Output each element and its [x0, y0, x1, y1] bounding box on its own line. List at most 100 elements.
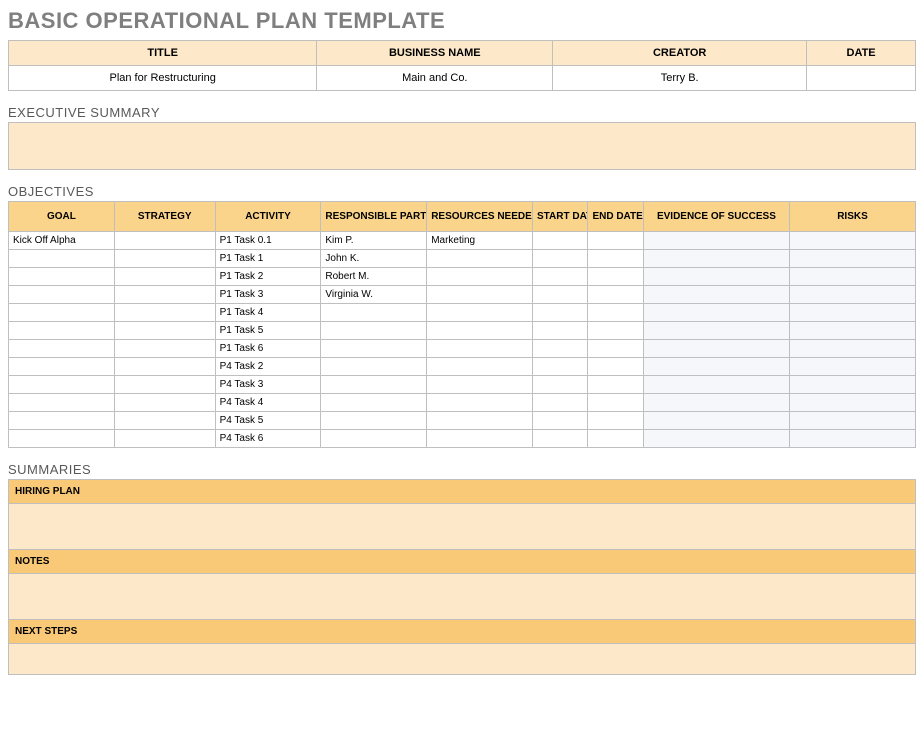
obj-cell-start[interactable] [533, 412, 588, 430]
obj-cell-goal[interactable] [9, 394, 115, 412]
obj-cell-evidence[interactable] [643, 340, 789, 358]
obj-cell-strategy[interactable] [114, 394, 215, 412]
obj-cell-activity[interactable]: P1 Task 1 [215, 250, 321, 268]
info-business-cell[interactable]: Main and Co. [317, 66, 553, 91]
executive-summary-box[interactable] [8, 122, 916, 170]
obj-cell-start[interactable] [533, 430, 588, 448]
obj-cell-resources[interactable]: Marketing [427, 232, 533, 250]
obj-cell-end[interactable] [588, 340, 643, 358]
obj-cell-end[interactable] [588, 358, 643, 376]
obj-cell-resources[interactable] [427, 322, 533, 340]
obj-cell-risks[interactable] [789, 304, 915, 322]
obj-cell-evidence[interactable] [643, 286, 789, 304]
obj-cell-resources[interactable] [427, 430, 533, 448]
obj-cell-resources[interactable] [427, 358, 533, 376]
obj-cell-goal[interactable] [9, 304, 115, 322]
obj-cell-start[interactable] [533, 322, 588, 340]
obj-cell-evidence[interactable] [643, 232, 789, 250]
obj-cell-strategy[interactable] [114, 250, 215, 268]
obj-cell-resources[interactable] [427, 304, 533, 322]
obj-cell-goal[interactable] [9, 250, 115, 268]
obj-cell-resources[interactable] [427, 250, 533, 268]
obj-cell-risks[interactable] [789, 412, 915, 430]
obj-cell-end[interactable] [588, 322, 643, 340]
obj-cell-strategy[interactable] [114, 286, 215, 304]
obj-cell-evidence[interactable] [643, 376, 789, 394]
obj-cell-resources[interactable] [427, 268, 533, 286]
obj-cell-strategy[interactable] [114, 304, 215, 322]
obj-cell-resources[interactable] [427, 394, 533, 412]
obj-cell-start[interactable] [533, 358, 588, 376]
obj-cell-party[interactable]: Virginia W. [321, 286, 427, 304]
obj-cell-resources[interactable] [427, 412, 533, 430]
info-creator-cell[interactable]: Terry B. [553, 66, 807, 91]
obj-cell-party[interactable] [321, 322, 427, 340]
obj-cell-resources[interactable] [427, 340, 533, 358]
obj-cell-goal[interactable] [9, 412, 115, 430]
obj-cell-start[interactable] [533, 268, 588, 286]
obj-cell-risks[interactable] [789, 286, 915, 304]
summaries-section-body[interactable] [9, 504, 915, 550]
obj-cell-activity[interactable]: P4 Task 4 [215, 394, 321, 412]
obj-cell-goal[interactable] [9, 358, 115, 376]
obj-cell-end[interactable] [588, 250, 643, 268]
obj-cell-strategy[interactable] [114, 358, 215, 376]
obj-cell-risks[interactable] [789, 250, 915, 268]
obj-cell-party[interactable]: Kim P. [321, 232, 427, 250]
obj-cell-activity[interactable]: P4 Task 3 [215, 376, 321, 394]
obj-cell-party[interactable] [321, 430, 427, 448]
obj-cell-risks[interactable] [789, 394, 915, 412]
obj-cell-strategy[interactable] [114, 232, 215, 250]
obj-cell-end[interactable] [588, 430, 643, 448]
obj-cell-start[interactable] [533, 376, 588, 394]
obj-cell-end[interactable] [588, 268, 643, 286]
obj-cell-end[interactable] [588, 286, 643, 304]
summaries-section-body[interactable] [9, 574, 915, 620]
obj-cell-activity[interactable]: P1 Task 3 [215, 286, 321, 304]
obj-cell-start[interactable] [533, 340, 588, 358]
obj-cell-party[interactable] [321, 358, 427, 376]
obj-cell-goal[interactable] [9, 376, 115, 394]
obj-cell-evidence[interactable] [643, 394, 789, 412]
obj-cell-activity[interactable]: P1 Task 2 [215, 268, 321, 286]
obj-cell-party[interactable] [321, 412, 427, 430]
obj-cell-evidence[interactable] [643, 412, 789, 430]
obj-cell-start[interactable] [533, 286, 588, 304]
obj-cell-start[interactable] [533, 250, 588, 268]
obj-cell-risks[interactable] [789, 430, 915, 448]
obj-cell-end[interactable] [588, 304, 643, 322]
obj-cell-party[interactable] [321, 394, 427, 412]
obj-cell-resources[interactable] [427, 376, 533, 394]
obj-cell-strategy[interactable] [114, 322, 215, 340]
obj-cell-risks[interactable] [789, 268, 915, 286]
obj-cell-strategy[interactable] [114, 376, 215, 394]
obj-cell-activity[interactable]: P1 Task 4 [215, 304, 321, 322]
info-title-cell[interactable]: Plan for Restructuring [9, 66, 317, 91]
obj-cell-strategy[interactable] [114, 430, 215, 448]
obj-cell-activity[interactable]: P4 Task 2 [215, 358, 321, 376]
obj-cell-risks[interactable] [789, 358, 915, 376]
obj-cell-party[interactable]: Robert M. [321, 268, 427, 286]
obj-cell-start[interactable] [533, 304, 588, 322]
obj-cell-risks[interactable] [789, 322, 915, 340]
obj-cell-goal[interactable] [9, 340, 115, 358]
obj-cell-start[interactable] [533, 232, 588, 250]
obj-cell-goal[interactable]: Kick Off Alpha [9, 232, 115, 250]
obj-cell-party[interactable] [321, 340, 427, 358]
obj-cell-strategy[interactable] [114, 412, 215, 430]
obj-cell-party[interactable] [321, 304, 427, 322]
obj-cell-strategy[interactable] [114, 268, 215, 286]
obj-cell-evidence[interactable] [643, 322, 789, 340]
obj-cell-evidence[interactable] [643, 430, 789, 448]
obj-cell-goal[interactable] [9, 286, 115, 304]
obj-cell-evidence[interactable] [643, 268, 789, 286]
summaries-section-body[interactable] [9, 644, 915, 674]
obj-cell-party[interactable]: John K. [321, 250, 427, 268]
obj-cell-activity[interactable]: P1 Task 0.1 [215, 232, 321, 250]
obj-cell-activity[interactable]: P4 Task 6 [215, 430, 321, 448]
obj-cell-risks[interactable] [789, 232, 915, 250]
obj-cell-risks[interactable] [789, 376, 915, 394]
obj-cell-activity[interactable]: P1 Task 5 [215, 322, 321, 340]
obj-cell-end[interactable] [588, 376, 643, 394]
obj-cell-activity[interactable]: P4 Task 5 [215, 412, 321, 430]
